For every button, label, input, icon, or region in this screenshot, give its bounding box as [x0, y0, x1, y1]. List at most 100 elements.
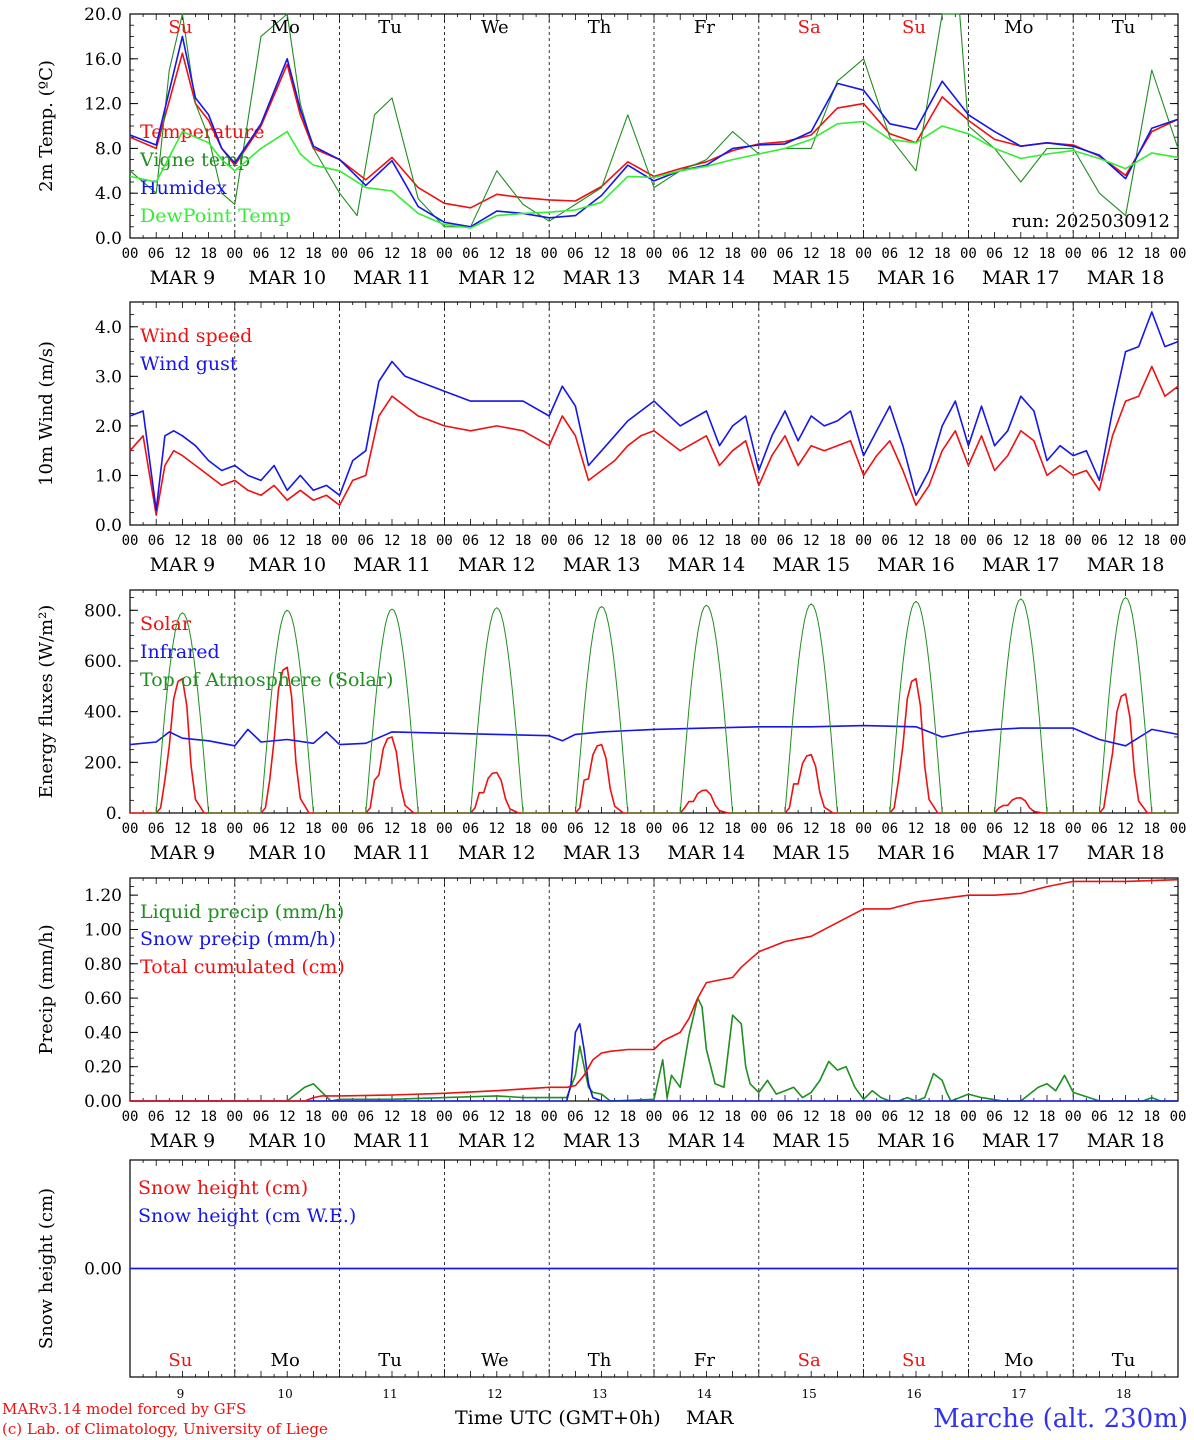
hour-tick-label: 12	[384, 533, 401, 549]
date-label: MAR 10	[248, 554, 326, 576]
hour-tick-label: 12	[593, 533, 610, 549]
hour-tick-label: 06	[672, 246, 689, 262]
date-label: MAR 12	[458, 842, 536, 864]
weekday-labels: Su Su 9 Mo Mo 10 Tu Tu 11 We We 12 Th Th 13 Fr Fr 14 Sa Sa 1…	[168, 17, 1135, 1401]
hour-tick-label: 06	[357, 246, 374, 262]
hour-tick-label: 00	[646, 821, 663, 837]
hour-tick-label: 06	[986, 821, 1003, 837]
hour-tick-label: 12	[908, 1109, 925, 1125]
hour-tick-label: 12	[279, 1109, 296, 1125]
day-number-label: 11	[382, 1387, 397, 1401]
hour-tick-label: 18	[1143, 533, 1160, 549]
date-label: MAR 13	[563, 842, 641, 864]
legend-entry: Total cumulated (cm)	[140, 956, 345, 978]
hour-tick-label: 00	[1065, 821, 1082, 837]
meteogram-footer: MARv3.14 model forced by GFS (c) Lab. of…	[2, 1400, 1188, 1438]
hour-tick-label: 00	[1170, 246, 1187, 262]
hour-tick-label: 00	[646, 533, 663, 549]
y-tick-label: 0.80	[84, 955, 122, 975]
panel-2: 0.0 1.0 2.0 3.0 4.0 10m Wind (m/s) 00 06 12 18 MAR…	[36, 301, 1186, 576]
hour-tick-label: 12	[174, 821, 191, 837]
hour-tick-label: 06	[672, 533, 689, 549]
plot-frame	[129, 589, 1179, 814]
hour-tick-label: 00	[541, 1109, 558, 1125]
y-tick-label: 4.0	[95, 184, 122, 204]
date-label: MAR 10	[248, 267, 326, 289]
hour-tick-label: 00	[750, 1109, 767, 1125]
hour-tick-label: 18	[1039, 246, 1056, 262]
hour-tick-label: 18	[934, 533, 951, 549]
date-label: MAR 13	[563, 1130, 641, 1152]
hour-tick-label: 06	[1091, 246, 1108, 262]
date-label: MAR 11	[353, 554, 431, 576]
credit-line-1: MARv3.14 model forced by GFS	[2, 1400, 246, 1418]
hour-tick-label: 00	[331, 1109, 348, 1125]
hour-tick-label: 06	[148, 821, 165, 837]
hour-tick-label: 00	[436, 246, 453, 262]
hour-tick-label: 06	[777, 1109, 794, 1125]
panel-5: 0.00 Snow height (cm) Snow height (cm) Snow…	[36, 1159, 1179, 1378]
hour-tick-label: 12	[593, 1109, 610, 1125]
hour-tick-label: 00	[750, 533, 767, 549]
hour-tick-label: 06	[357, 533, 374, 549]
hour-tick-label: 18	[619, 821, 636, 837]
hour-tick-label: 06	[357, 1109, 374, 1125]
date-label: MAR 13	[563, 267, 641, 289]
hour-tick-label: 12	[1117, 1109, 1134, 1125]
legend-entry: Infrared	[140, 641, 220, 663]
legend-entry: Liquid precip (mm/h)	[140, 901, 344, 923]
date-label: MAR 18	[1087, 842, 1165, 864]
date-label: MAR 11	[353, 267, 431, 289]
date-label: MAR 16	[877, 842, 955, 864]
y-axis-label: 10m Wind (m/s)	[36, 341, 57, 486]
legend-entry: Snow height (cm W.E.)	[138, 1205, 356, 1227]
hour-tick-label: 00	[541, 821, 558, 837]
y-tick-label: 0.40	[84, 1023, 122, 1043]
hour-tick-label: 00	[646, 246, 663, 262]
date-label: MAR 10	[248, 1130, 326, 1152]
date-label: MAR 17	[982, 267, 1060, 289]
y-tick-label: 20.0	[84, 5, 122, 25]
hour-tick-label: 06	[567, 1109, 584, 1125]
hour-tick-label: 00	[331, 533, 348, 549]
hour-tick-label: 18	[200, 1109, 217, 1125]
legend-entry: DewPoint Temp	[140, 205, 291, 227]
hour-tick-label: 00	[750, 821, 767, 837]
hour-tick-label: 06	[777, 533, 794, 549]
hour-tick-label: 06	[881, 246, 898, 262]
y-tick-label: 0.	[106, 804, 122, 824]
y-axis-label: Energy fluxes (W/m²)	[36, 605, 57, 799]
hour-tick-label: 12	[384, 821, 401, 837]
x-axis-month: MAR	[686, 1407, 734, 1429]
series-line-blue	[130, 1023, 1178, 1102]
hour-tick-label: 00	[855, 1109, 872, 1125]
date-label: MAR 15	[772, 554, 850, 576]
hour-tick-label: 18	[200, 821, 217, 837]
y-tick-label: 1.0	[95, 466, 122, 486]
hour-tick-label: 12	[174, 1109, 191, 1125]
hour-tick-label: 06	[986, 1109, 1003, 1125]
hour-tick-label: 06	[462, 246, 479, 262]
hour-tick-label: 12	[174, 533, 191, 549]
hour-tick-label: 00	[855, 533, 872, 549]
hour-tick-label: 00	[122, 533, 139, 549]
date-label: MAR 17	[982, 1130, 1060, 1152]
hour-tick-label: 00	[750, 246, 767, 262]
hour-tick-label: 12	[384, 246, 401, 262]
hour-tick-label: 18	[410, 1109, 427, 1125]
y-tick-label: 3.0	[95, 367, 122, 387]
run-annotation: run: 2025030912	[1012, 211, 1170, 232]
day-number-label: 15	[802, 1387, 817, 1401]
hour-tick-label: 00	[855, 821, 872, 837]
y-tick-label: 1.20	[84, 886, 122, 906]
legend-entry: Snow height (cm)	[138, 1177, 308, 1199]
hour-tick-label: 12	[593, 821, 610, 837]
hour-tick-label: 00	[436, 1109, 453, 1125]
day-number-label: 13	[592, 1387, 607, 1401]
weekday-label-top: Mo	[1004, 17, 1033, 38]
weekday-label-top: Su	[168, 17, 192, 38]
hour-tick-label: 06	[777, 246, 794, 262]
legend-entry: Vigne temp	[139, 149, 250, 171]
hour-tick-label: 12	[174, 246, 191, 262]
